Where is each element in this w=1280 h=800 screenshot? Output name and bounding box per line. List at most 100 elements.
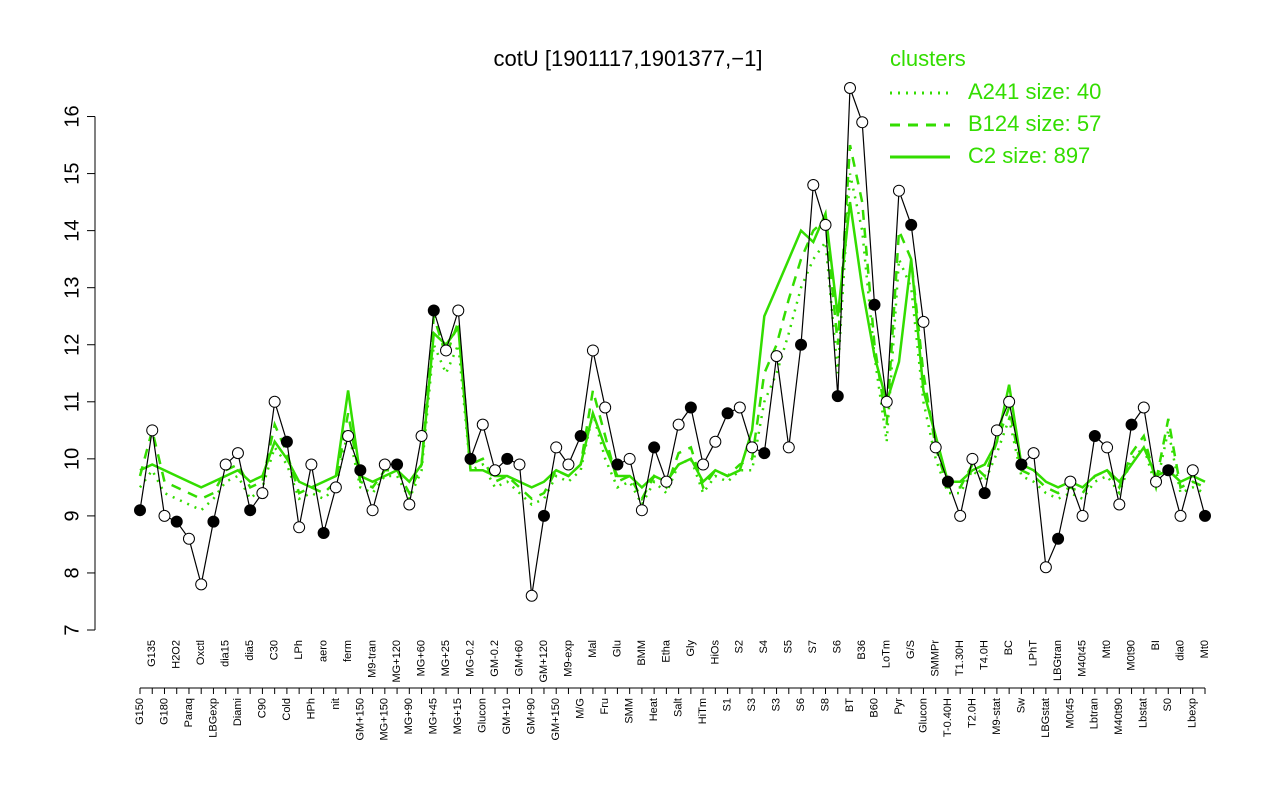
point [648,441,661,454]
point [819,218,832,231]
point [586,344,599,357]
point [378,458,391,471]
x-tick-label: S1 [721,698,733,711]
x-tick-label: dia5 [244,640,256,661]
x-tick-label: G150 [134,698,146,725]
point [868,298,881,311]
point [1162,464,1175,477]
x-tick-label: BMM [636,640,648,666]
x-tick-label: T1.30H [954,640,966,676]
x-tick-label: SMM [624,698,636,724]
x-tick-label: C90 [256,698,268,718]
point [268,395,281,408]
x-tick-label: MG+15 [452,698,464,734]
x-tick-label: GM+10 [501,698,513,734]
x-tick-label: MG+25 [440,640,452,676]
x-tick-label: M40t45 [1076,640,1088,677]
point [537,509,550,522]
x-tick-label: Glu [611,640,623,657]
x-tick-label: ferm [342,640,354,662]
x-tick-label: HiTm [697,698,709,724]
point [329,481,342,494]
point [391,458,404,471]
point [709,435,722,448]
point [195,578,208,591]
point [1088,430,1101,443]
y-tick-label: 11 [61,391,83,412]
y-tick-label: 13 [61,277,83,299]
x-tick-label: M0t45 [1064,698,1076,729]
point [562,458,575,471]
point [317,527,330,540]
x-tick-label: Pyr [893,698,905,715]
x-tick-label: BT [844,698,856,712]
x-tick-label: S6 [832,640,844,653]
x-tick-label: MG+120 [391,640,403,683]
point [1174,509,1187,522]
point [672,418,685,431]
x-tick-label: Glucon [477,698,489,733]
point [182,532,195,545]
x-tick-label: MG+45 [428,698,440,734]
y-tick-label: 12 [61,334,83,356]
x-tick-label: Mt0 [1199,640,1211,658]
point [170,515,183,528]
point [660,475,673,488]
point [807,178,820,191]
y-tick-label: 8 [61,567,83,578]
point [207,515,220,528]
x-tick-label: G135 [146,640,158,667]
x-tick-label: MG+60 [415,640,427,676]
x-tick-label: nit [330,698,342,710]
x-tick-label: Lbexp [1187,698,1199,728]
point [440,344,453,357]
point [905,218,918,231]
point [746,441,759,454]
point [134,504,146,517]
point [856,116,869,129]
x-tick-label: Heat [648,698,660,721]
point [158,509,171,522]
x-tick-label: S2 [734,640,746,653]
point [697,458,710,471]
point [954,509,967,522]
point [280,435,293,448]
x-tick-label: G180 [158,698,170,725]
x-tick-label: M40t90 [1113,698,1125,735]
y-tick-label: 7 [61,624,83,635]
x-tick-label: M0t90 [1125,640,1137,671]
x-tick-label: GM+60 [513,640,525,676]
point [1199,509,1211,522]
x-tick-label: C30 [269,640,281,660]
legend-title: clusters [890,46,966,71]
point [244,504,257,517]
x-tick-label: BI [1150,640,1162,650]
x-tick-label: Gly [685,640,697,657]
point [427,304,440,317]
point [599,401,612,414]
point [574,430,587,443]
point [770,350,783,363]
x-tick-label: aero [318,640,330,662]
point [1076,509,1089,522]
x-tick-label: SMMPr [930,640,942,677]
point [476,418,489,431]
x-tick-label: LBGtran [1052,640,1064,681]
x-tick-label: S6 [795,698,807,711]
point [1052,532,1065,545]
point [231,447,244,460]
point [733,401,746,414]
point [831,390,844,403]
point [293,521,306,534]
y-tick-label: 14 [61,220,83,242]
x-tick-label: Cold [281,698,293,721]
point [684,401,697,414]
x-tick-label: LPhT [1028,640,1040,667]
x-tick-label: Salt [673,698,685,717]
point [795,338,808,351]
point [489,464,501,477]
x-tick-label: GM+90 [526,698,538,734]
point [721,407,734,420]
point [342,430,355,443]
